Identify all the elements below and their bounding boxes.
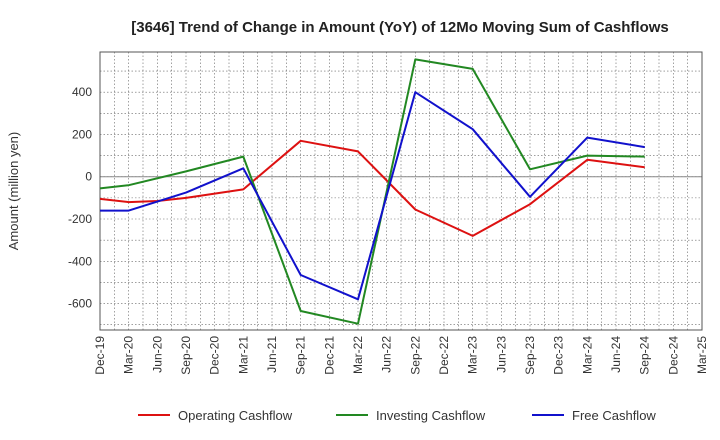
x-tick-label: Dec-22: [437, 336, 451, 375]
series-line-2: [100, 91, 645, 301]
x-tick-label: Dec-23: [552, 336, 566, 375]
x-tick-label: Sep-22: [408, 336, 422, 375]
legend: Operating Cashflow Investing Cashflow Free…: [138, 408, 656, 423]
y-tick-label: 0: [85, 170, 92, 184]
x-tick-label: Jun-20: [150, 336, 164, 373]
y-axis-label: Amount (million yen): [6, 132, 21, 251]
y-tick-label: -200: [68, 212, 92, 226]
x-tick-label: Sep-20: [179, 336, 193, 375]
x-tick-label: Sep-23: [523, 336, 537, 375]
x-tick-label: Jun-24: [609, 336, 623, 373]
x-axis-ticks: Dec-19 Mar-20 Jun-20 Sep-20 Dec-20 Mar-21 Jun-…: [93, 336, 709, 375]
series-lines: [99, 58, 645, 325]
x-tick-label: Dec-24: [666, 336, 680, 375]
x-tick-label: Sep-21: [294, 336, 308, 375]
x-tick-label: Jun-21: [265, 336, 279, 373]
x-tick-label: Jun-23: [494, 336, 508, 373]
y-tick-label: -600: [68, 297, 92, 311]
x-tick-label: Mar-23: [466, 336, 480, 374]
plot-frame: [99, 51, 703, 331]
legend-label-0: Operating Cashflow: [178, 408, 293, 423]
x-tick-label: Mar-20: [122, 336, 136, 374]
x-tick-label: Mar-25: [695, 336, 709, 374]
series-line-1: [99, 58, 645, 325]
x-tick-label: Dec-19: [93, 336, 107, 375]
x-tick-label: Dec-20: [208, 336, 222, 375]
x-tick-label: Dec-21: [322, 336, 336, 375]
y-axis-ticks: 400 200 0 -200 -400 -600: [68, 85, 92, 310]
y-tick-label: -400: [68, 254, 92, 268]
x-tick-label: Mar-21: [236, 336, 250, 374]
legend-label-2: Free Cashflow: [572, 408, 656, 423]
x-tick-label: Jun-22: [380, 336, 394, 373]
x-tick-label: Mar-24: [580, 336, 594, 374]
grid: [99, 52, 703, 330]
series-line-0: [99, 139, 645, 237]
legend-label-1: Investing Cashflow: [376, 408, 486, 423]
x-tick-label: Sep-24: [638, 336, 652, 375]
x-tick-label: Mar-22: [351, 336, 365, 374]
y-tick-label: 200: [72, 127, 92, 141]
chart-title: [3646] Trend of Change in Amount (YoY) o…: [131, 19, 669, 36]
y-tick-label: 400: [72, 85, 92, 99]
